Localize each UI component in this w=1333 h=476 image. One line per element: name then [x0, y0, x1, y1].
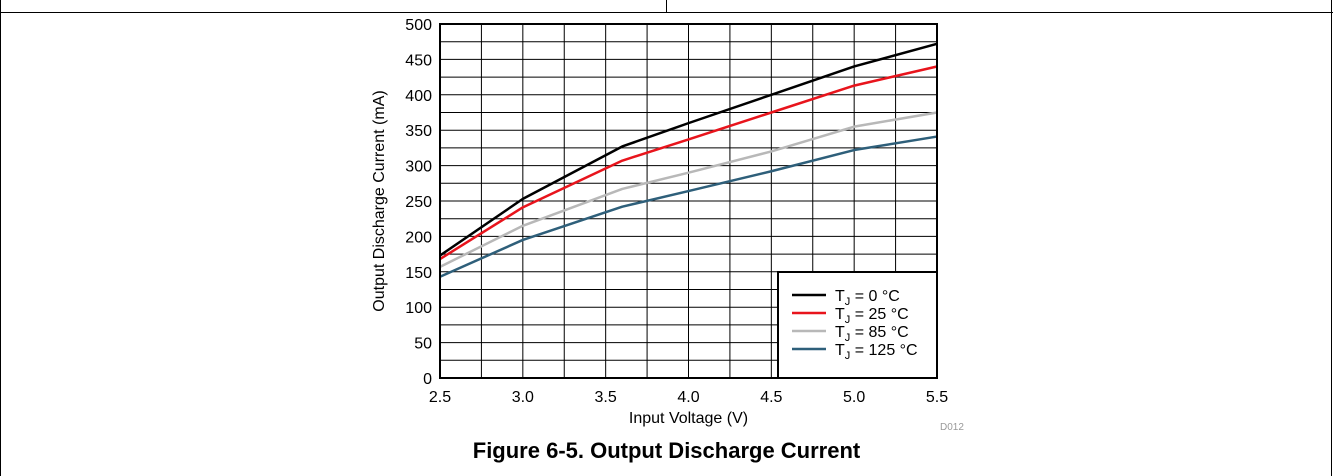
- legend-label-2: TJ = 85 °C: [835, 324, 909, 344]
- y-tick-label: 500: [405, 17, 432, 34]
- x-tick-labels: 2.5 3.0 3.5 4.0 4.5 5.0 5.5: [429, 389, 948, 406]
- y-tick-label: 50: [414, 336, 432, 353]
- series-line-1: [439, 65, 938, 261]
- series-line-3: [439, 135, 938, 278]
- y-tick-label: 150: [405, 265, 432, 282]
- figure-caption: Figure 6-5. Output Discharge Current: [472, 438, 861, 463]
- series-line-0: [439, 42, 938, 257]
- y-tick-labels: 0 50 100 150 200 250 300 350 400 450 500: [405, 17, 432, 388]
- frame-right-border: [1331, 0, 1332, 476]
- y-axis-title: Output Discharge Current (mA): [371, 90, 388, 311]
- legend-label-3: TJ = 125 °C: [835, 342, 918, 362]
- y-tick-label: 100: [405, 300, 432, 317]
- y-tick-label: 400: [405, 88, 432, 105]
- x-tick-label: 4.0: [677, 389, 699, 406]
- frame-top-rule: [0, 12, 1333, 13]
- x-tick-label: 5.5: [926, 389, 948, 406]
- plot-frame: [439, 23, 938, 379]
- y-tick-label: 300: [405, 159, 432, 176]
- series-lines: [439, 42, 938, 278]
- y-tick-label: 450: [405, 52, 432, 69]
- legend: TJ = 0 °CTJ = 25 °CTJ = 85 °CTJ = 125 °C: [777, 271, 938, 379]
- x-axis-title: Input Voltage (V): [629, 410, 748, 427]
- legend-label-1: TJ = 25 °C: [835, 306, 909, 326]
- y-tick-label: 0: [423, 371, 432, 388]
- x-tick-label: 3.5: [595, 389, 617, 406]
- y-tick-label: 200: [405, 229, 432, 246]
- figure-code: D012: [940, 422, 964, 433]
- frame-column-divider: [666, 0, 667, 12]
- x-tick-label: 5.0: [843, 389, 865, 406]
- x-tick-label: 2.5: [429, 389, 451, 406]
- y-tick-label: 350: [405, 123, 432, 140]
- x-tick-label: 4.5: [760, 389, 782, 406]
- legend-label-0: TJ = 0 °C: [835, 288, 900, 308]
- frame-left-border: [0, 0, 1, 476]
- y-tick-label: 250: [405, 194, 432, 211]
- x-tick-label: 3.0: [512, 389, 534, 406]
- legend-box: [777, 271, 938, 379]
- series-line-2: [439, 111, 938, 268]
